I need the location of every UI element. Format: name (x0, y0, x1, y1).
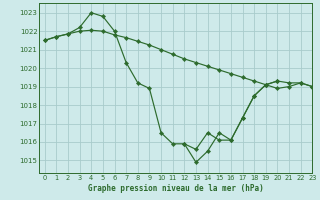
X-axis label: Graphe pression niveau de la mer (hPa): Graphe pression niveau de la mer (hPa) (88, 184, 263, 193)
